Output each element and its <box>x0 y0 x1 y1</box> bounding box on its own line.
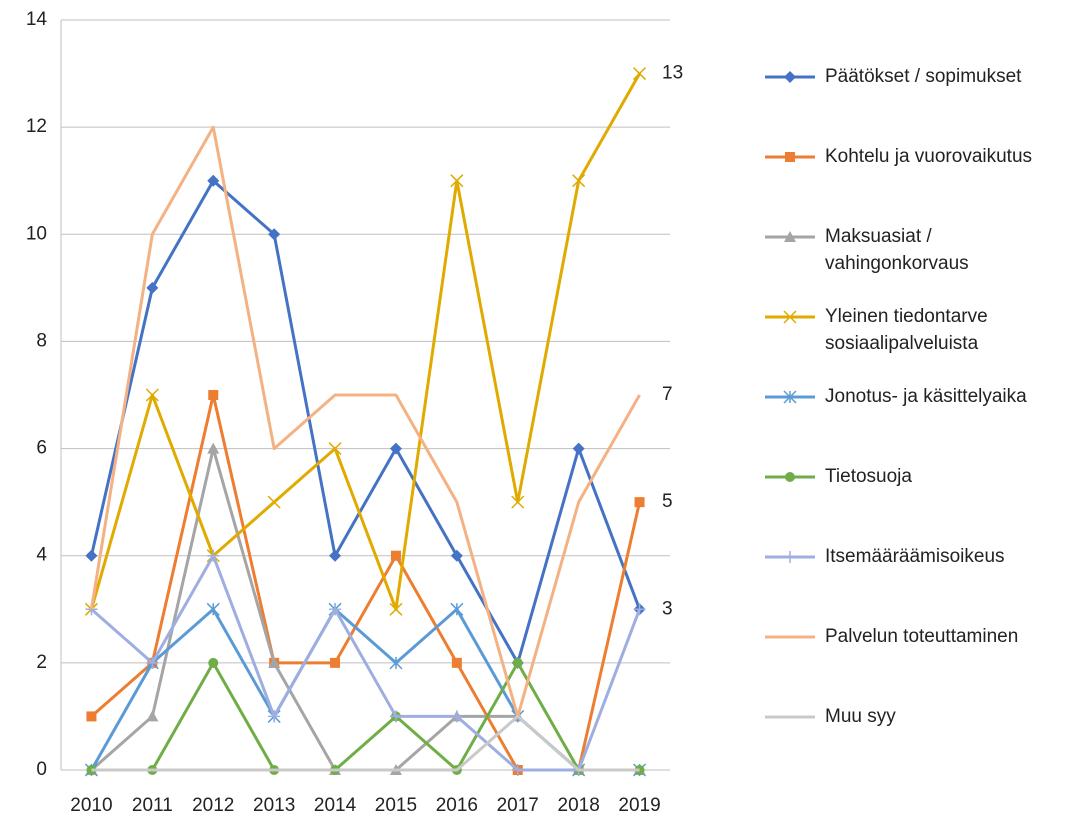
legend-label: Kohtelu ja vuorovaikutus <box>825 146 1032 167</box>
legend-item: Palvelun toteuttaminen <box>765 626 1018 647</box>
series-line <box>91 714 640 772</box>
marker <box>268 228 281 241</box>
marker <box>450 174 464 188</box>
legend-label: Palvelun toteuttaminen <box>825 626 1018 647</box>
y-tick-label: 10 <box>26 223 47 244</box>
legend-label: Itsemääräämisoikeus <box>825 546 1005 567</box>
marker <box>511 764 524 776</box>
legend-item: Yleinen tiedontarve sosiaalipalveluista <box>765 306 988 354</box>
marker <box>450 710 463 723</box>
marker <box>450 602 464 616</box>
marker <box>512 657 523 668</box>
series-line <box>90 72 641 611</box>
x-tick-label: 2010 <box>70 795 112 816</box>
marker <box>783 310 797 324</box>
marker <box>633 603 646 616</box>
marker <box>207 549 220 562</box>
y-tick-label: 0 <box>36 759 47 780</box>
series-line <box>90 607 640 772</box>
marker <box>329 603 342 616</box>
legend-item: Muu syy <box>765 706 896 727</box>
legend-label: Yleinen tiedontarve sosiaalipalveluista <box>825 306 988 354</box>
marker <box>633 67 647 81</box>
marker <box>784 71 796 83</box>
marker <box>146 281 159 294</box>
x-tick-label: 2013 <box>253 795 295 816</box>
x-tick-label: 2011 <box>132 795 173 816</box>
x-tick-label: 2012 <box>192 795 234 816</box>
marker <box>389 656 403 670</box>
legend-item: Maksuasiat / vahingonkorvaus <box>765 226 969 274</box>
y-tick-label: 4 <box>36 545 47 566</box>
legend-label: Tietosuoja <box>825 466 912 487</box>
legend-item: Päätökset / sopimukset <box>765 66 1022 87</box>
marker <box>206 602 220 616</box>
marker <box>208 657 219 668</box>
series-line <box>91 661 640 772</box>
legend-item: Itsemääräämisoikeus <box>765 546 1005 567</box>
series-line <box>89 179 641 665</box>
legend-label: Maksuasiat / vahingonkorvaus <box>825 226 969 274</box>
legend-label: Päätökset / sopimukset <box>825 66 1022 87</box>
marker <box>390 550 401 561</box>
marker <box>784 231 796 242</box>
y-tick-label: 12 <box>26 116 47 137</box>
marker <box>329 549 342 562</box>
marker <box>572 174 586 188</box>
legend-label: Muu syy <box>825 706 896 727</box>
legend-item: Kohtelu ja vuorovaikutus <box>765 146 1032 167</box>
marker <box>86 711 97 722</box>
marker <box>208 390 219 400</box>
marker <box>268 656 281 668</box>
marker <box>146 710 159 722</box>
y-tick-label: 8 <box>36 330 47 351</box>
series-line <box>89 125 641 718</box>
data-label: 13 <box>662 63 683 84</box>
marker <box>389 602 403 616</box>
marker <box>785 152 795 162</box>
x-tick-label: 2017 <box>497 795 539 816</box>
marker <box>511 495 525 509</box>
x-tick-label: 2014 <box>314 795 357 816</box>
legend-label: Jonotus- ja käsittelyaika <box>825 386 1027 407</box>
y-tick-label: 2 <box>36 652 47 673</box>
marker <box>450 549 463 562</box>
marker <box>634 497 645 508</box>
marker <box>268 710 281 723</box>
x-tick-label: 2019 <box>618 795 660 816</box>
marker <box>267 495 281 509</box>
marker <box>572 442 585 455</box>
data-label: 5 <box>662 491 673 512</box>
marker <box>784 551 796 563</box>
marker <box>145 388 159 402</box>
x-tick-label: 2015 <box>375 795 417 816</box>
marker <box>785 472 795 482</box>
marker <box>207 174 220 187</box>
x-tick-label: 2016 <box>436 795 478 816</box>
y-tick-label: 14 <box>26 9 48 30</box>
legend-item: Tietosuoja <box>765 466 912 487</box>
marker <box>146 656 159 669</box>
series-line <box>90 554 641 772</box>
marker <box>389 442 402 455</box>
data-label: 7 <box>662 384 673 405</box>
marker <box>451 657 462 668</box>
x-tick-label: 2018 <box>558 795 600 816</box>
legend-item: Jonotus- ja käsittelyaika <box>765 386 1027 407</box>
marker <box>330 657 341 668</box>
marker <box>389 710 402 723</box>
marker <box>783 390 797 404</box>
marker <box>85 549 98 562</box>
marker <box>328 442 342 456</box>
data-label: 3 <box>662 598 673 619</box>
marker <box>207 442 220 454</box>
y-tick-label: 6 <box>36 438 47 459</box>
